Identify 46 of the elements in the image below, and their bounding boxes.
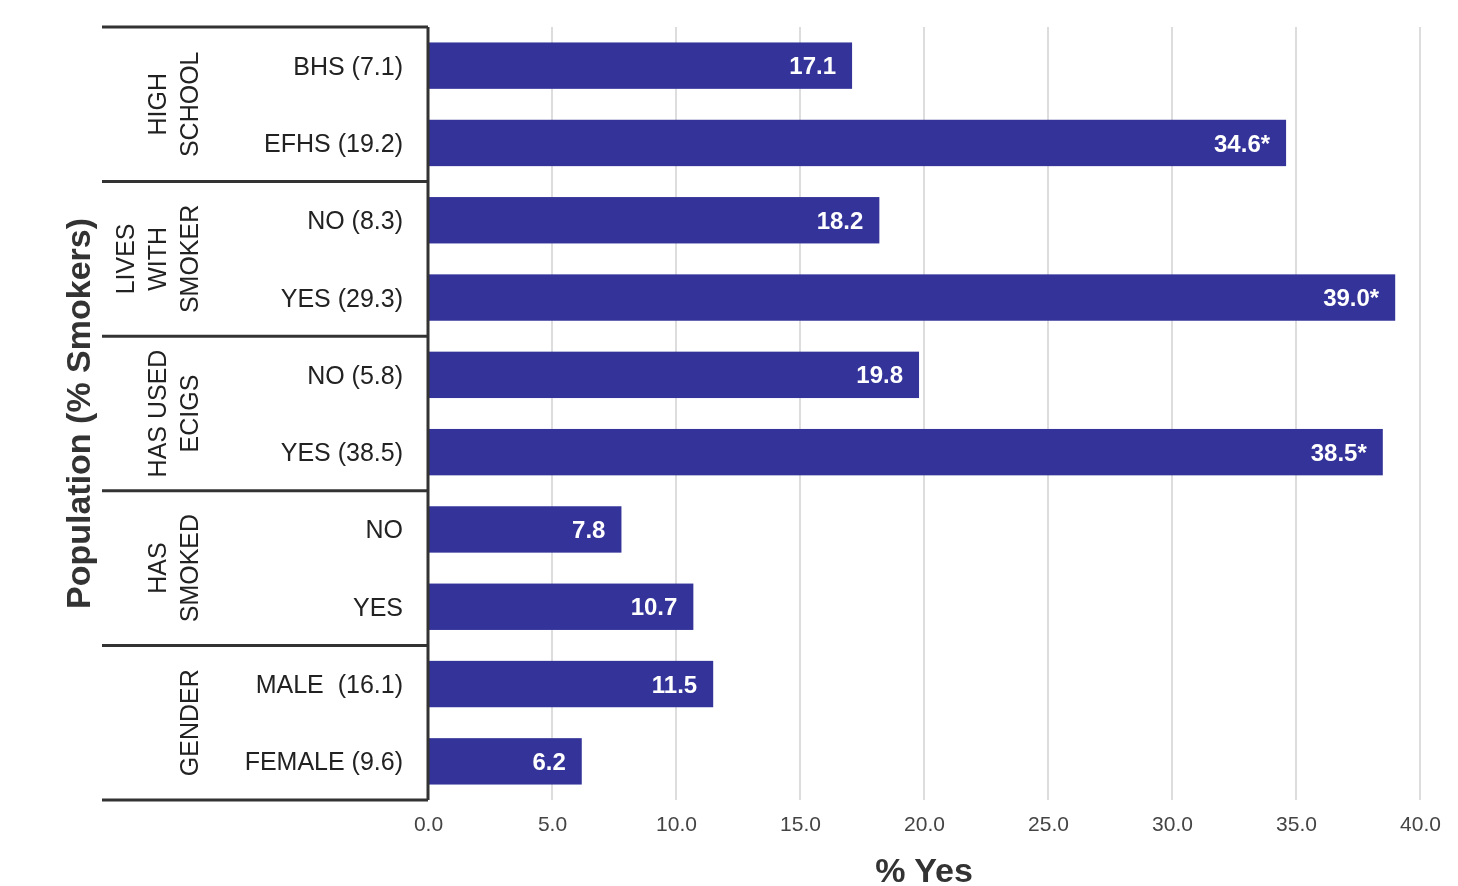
y-tick-label: YES (29.3) (280, 283, 403, 312)
bar (428, 197, 880, 244)
text: LIVES WITH SMOKER (111, 204, 203, 314)
x-tick-label: 30.0 (1152, 811, 1193, 835)
y-tick-label: FEMALE (9.6) (244, 747, 403, 776)
bar (428, 119, 1287, 167)
bar (428, 274, 1396, 321)
text: HAS USED ECIGS (143, 349, 203, 478)
x-tick-label: 15.0 (780, 811, 821, 835)
x-tick-label: 40.0 (1400, 811, 1441, 835)
bar (428, 583, 694, 630)
data-label: 7.8 (572, 516, 606, 544)
text: GENDER (175, 669, 203, 777)
data-label: 19.8 (856, 361, 904, 389)
x-tick-label: 35.0 (1276, 811, 1317, 835)
x-axis-title: % Yes (875, 851, 973, 886)
bar (428, 351, 920, 399)
bar (428, 506, 622, 553)
y-tick-label: NO (8.3) (307, 206, 403, 235)
data-label: 34.6* (1214, 129, 1271, 157)
y-tick-label: YES (352, 592, 403, 621)
x-tick-label: 20.0 (904, 811, 945, 835)
bar (428, 660, 714, 708)
data-label: 11.5 (651, 670, 698, 698)
x-tick-label: 25.0 (1028, 811, 1069, 835)
x-tick-label: 10.0 (656, 811, 697, 835)
bar (428, 42, 853, 89)
data-label: 17.1 (789, 52, 837, 80)
x-tick-label: 0.0 (413, 811, 444, 835)
y-axis-title: Population (% Smokers) (59, 217, 97, 610)
y-tick-label: MALE (16.1) (255, 670, 403, 699)
data-label: 38.5* (1310, 438, 1368, 466)
bar (428, 428, 1383, 476)
text: HIGH SCHOOL (143, 51, 203, 158)
y-tick-label: NO (5.8) (307, 360, 403, 389)
text: HAS SMOKED (143, 513, 203, 623)
data-label: 18.2 (816, 206, 864, 234)
bar (428, 738, 582, 785)
data-label: 6.2 (532, 747, 566, 775)
x-tick-label: 5.0 (537, 811, 568, 835)
y-tick-label: NO (365, 515, 403, 544)
y-tick-label: BHS (7.1) (293, 51, 403, 80)
y-tick-label: YES (38.5) (280, 438, 403, 467)
data-label: 39.0* (1323, 284, 1380, 312)
data-label: 10.7 (630, 593, 678, 621)
y-tick-label: EFHS (19.2) (264, 128, 403, 157)
